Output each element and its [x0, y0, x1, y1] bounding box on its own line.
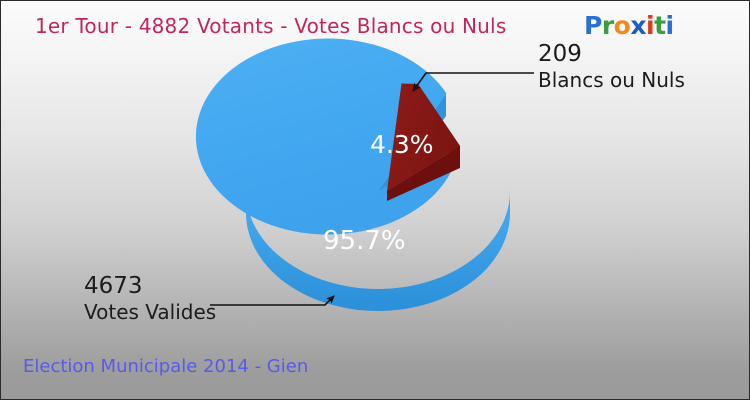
leader-line-blancs [412, 72, 534, 92]
pct-label-blancs: 4.3% [370, 130, 434, 159]
chart-footer: Election Municipale 2014 - Gien [23, 356, 309, 377]
logo-letter-2: o [613, 11, 631, 40]
callout-valides-label: Votes Valides [84, 300, 217, 324]
pie-slice-votes-valides[interactable] [195, 38, 510, 311]
logo-letter-5: t [654, 11, 666, 40]
pie-slice-votes-valides-side [246, 191, 510, 311]
callout-blancs-label: Blancs ou Nuls [538, 68, 685, 92]
pie-slice-blancs-ou-nuls-depth [387, 146, 460, 201]
pie-slice-blancs-ou-nuls-top [387, 83, 460, 191]
pct-label-valides: 95.7% [323, 226, 406, 256]
callout-blancs-ou-nuls: 209 Blancs ou Nuls [538, 41, 685, 93]
pie-slice-blancs-ou-nuls[interactable] [387, 83, 460, 202]
logo-letter-3: x [630, 11, 646, 40]
callout-blancs-value: 209 [538, 41, 582, 67]
page-title: 1er Tour - 4882 Votants - Votes Blancs o… [35, 14, 507, 38]
callout-votes-valides: 4673 Votes Valides [84, 273, 216, 325]
logo-letter-0: P [584, 11, 602, 40]
proxiti-logo[interactable]: Proxiti [584, 11, 674, 40]
callout-valides-value: 4673 [84, 273, 143, 299]
logo-letter-6: i [665, 11, 675, 40]
leader-line-valides [210, 295, 335, 306]
logo-letter-1: r [601, 11, 614, 40]
logo-letter-4: i [646, 11, 655, 40]
